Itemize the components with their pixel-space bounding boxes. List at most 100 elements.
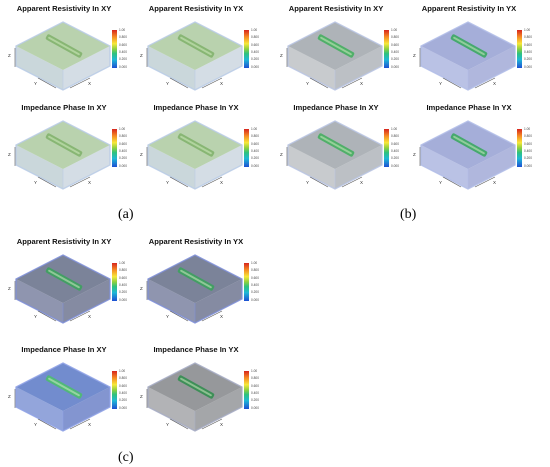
- box-left-face: [16, 145, 63, 189]
- x-axis-label: X: [88, 314, 92, 319]
- colorbar-tick-label: 0.200: [119, 290, 127, 295]
- x-axis-line: [201, 176, 223, 188]
- subfigure-label: (c): [118, 450, 134, 465]
- x-axis-label: X: [220, 180, 224, 185]
- z-axis-label: Z: [8, 394, 11, 399]
- box-left-face: [421, 46, 468, 90]
- anomaly-body: [177, 375, 215, 399]
- anomaly-body: [45, 375, 83, 399]
- plot-panel: Impedance Phase In YX Z Y X 1.00 0.800 0.600 0.…: [140, 103, 265, 203]
- colorbar-tick-label: 1.00: [251, 369, 258, 373]
- colorbar-tick-label: 0.600: [119, 141, 127, 146]
- y-axis-line: [309, 176, 329, 188]
- box-right-face: [195, 279, 242, 323]
- x-axis-line: [474, 77, 496, 89]
- anomaly-body: [45, 133, 83, 157]
- colorbar-tick-label: 0.600: [524, 141, 532, 146]
- box-right-face: [468, 46, 515, 90]
- colorbar-tick-label: 0.000: [119, 297, 127, 302]
- colorbar-tick-label: 0.400: [251, 148, 259, 153]
- volume-render: [14, 254, 111, 324]
- plot-panel: Apparent Resistivity In XY Z Y X 1.00 0.800 0.…: [8, 4, 133, 104]
- colorbar-tick-label: 0.400: [119, 282, 127, 287]
- colorbar-tick-label: 0.600: [251, 383, 259, 388]
- panel-title: Apparent Resistivity In XY: [16, 237, 112, 246]
- colorbar: [244, 30, 249, 68]
- colorbar-tick-label: 0.200: [524, 156, 532, 161]
- colorbar-tick-label: 1.00: [251, 127, 258, 131]
- panel-title: Impedance Phase In XY: [21, 345, 107, 354]
- colorbar-tick-label: 0.000: [251, 405, 259, 410]
- colorbar-tick-label: 0.400: [524, 49, 532, 54]
- x-axis-line: [474, 176, 496, 188]
- plot-panel: Impedance Phase In XY Z Y X 1.00 0.800 0.600 0.…: [8, 345, 133, 445]
- colorbar-tick-label: 0.400: [119, 390, 127, 395]
- anomaly-highlight: [48, 36, 80, 56]
- plot-panel: Impedance Phase In YX Z Y X 1.00 0.800 0.600 0.…: [413, 103, 538, 203]
- anomaly-highlight: [320, 36, 352, 56]
- colorbar: [517, 129, 522, 167]
- volume-render: [419, 21, 516, 91]
- colorbar-tick-label: 0.800: [119, 268, 127, 273]
- y-axis-label: Y: [34, 81, 38, 86]
- y-axis-label: Y: [306, 81, 310, 86]
- y-axis-label: Y: [34, 180, 38, 185]
- colorbar-tick-label: 0.800: [119, 376, 127, 381]
- box-right-face: [63, 279, 110, 323]
- x-axis-label: X: [493, 180, 497, 185]
- box-right-face: [195, 46, 242, 90]
- x-axis-line: [341, 77, 363, 89]
- box-left-face: [16, 387, 63, 431]
- x-axis-label: X: [88, 180, 92, 185]
- y-axis-label: Y: [166, 81, 170, 86]
- x-axis-label: X: [360, 81, 364, 86]
- colorbar-tick-label: 0.200: [391, 57, 399, 62]
- colorbar-tick-label: 0.200: [524, 57, 532, 62]
- y-axis-label: Y: [439, 81, 443, 86]
- anomaly-body: [45, 267, 83, 291]
- x-axis-label: X: [220, 314, 224, 319]
- y-axis-line: [37, 176, 57, 188]
- box-left-face: [16, 279, 63, 323]
- y-axis-label: Y: [166, 180, 170, 185]
- x-axis-line: [69, 77, 91, 89]
- box-right-face: [195, 387, 242, 431]
- colorbar-tick-label: 0.000: [251, 64, 259, 69]
- volume-render: [14, 21, 111, 91]
- z-axis-label: Z: [140, 152, 143, 157]
- y-axis-line: [169, 310, 189, 322]
- panel-title: Apparent Resistivity In YX: [421, 4, 517, 13]
- colorbar-tick-label: 0.600: [391, 42, 399, 47]
- colorbar-tick-label: 1.00: [119, 261, 126, 265]
- anomaly-highlight: [453, 36, 485, 56]
- box-left-face: [16, 46, 63, 90]
- box-right-face: [335, 145, 382, 189]
- z-axis-label: Z: [8, 286, 11, 291]
- colorbar-tick-label: 1.00: [119, 28, 126, 32]
- box-right-face: [63, 145, 110, 189]
- x-axis-label: X: [220, 422, 224, 427]
- box-left-face: [288, 46, 335, 90]
- x-axis-line: [69, 418, 91, 430]
- x-axis-line: [201, 310, 223, 322]
- volume-render: [286, 21, 383, 91]
- colorbar-tick-label: 0.600: [119, 42, 127, 47]
- y-axis-line: [442, 77, 462, 89]
- anomaly-body: [177, 267, 215, 291]
- colorbar-tick-label: 0.600: [524, 42, 532, 47]
- y-axis-line: [37, 77, 57, 89]
- volume-render: [146, 362, 243, 432]
- y-axis-line: [169, 77, 189, 89]
- z-axis-label: Z: [140, 394, 143, 399]
- colorbar-tick-label: 0.000: [119, 163, 127, 168]
- colorbar: [244, 263, 249, 301]
- colorbar-tick-label: 0.600: [251, 275, 259, 280]
- panel-title: Impedance Phase In XY: [293, 103, 379, 112]
- y-axis-label: Y: [34, 314, 38, 319]
- colorbar-tick-label: 0.400: [251, 49, 259, 54]
- colorbar-tick-label: 0.600: [119, 275, 127, 280]
- colorbar: [384, 30, 389, 68]
- colorbar-tick-label: 0.800: [119, 35, 127, 40]
- anomaly-highlight: [48, 377, 80, 397]
- panel-title: Impedance Phase In XY: [21, 103, 107, 112]
